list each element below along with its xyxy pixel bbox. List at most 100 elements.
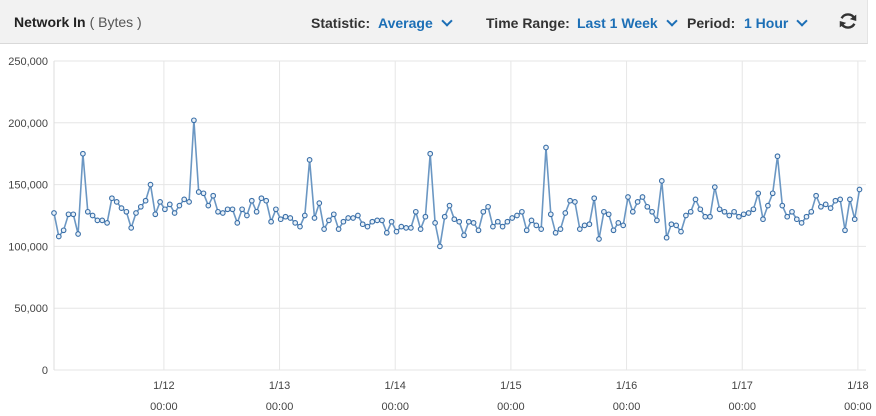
data-point bbox=[403, 225, 409, 231]
data-point bbox=[769, 190, 776, 197]
data-point bbox=[301, 212, 308, 219]
x-tick-date: 1/15 bbox=[500, 380, 521, 392]
data-point bbox=[263, 197, 270, 204]
data-point bbox=[277, 216, 284, 223]
data-point bbox=[615, 220, 622, 226]
metric-name: Network In bbox=[14, 14, 86, 30]
data-point bbox=[509, 215, 516, 221]
data-point bbox=[832, 197, 839, 204]
data-point bbox=[383, 229, 390, 236]
data-point bbox=[109, 195, 115, 202]
data-point bbox=[519, 208, 525, 215]
data-point bbox=[818, 203, 824, 210]
data-point bbox=[229, 206, 236, 213]
data-point bbox=[793, 216, 800, 223]
data-point bbox=[504, 218, 511, 225]
data-point bbox=[499, 223, 506, 230]
data-point bbox=[369, 218, 376, 225]
period-value: 1 Hour bbox=[744, 15, 789, 31]
period-label: Period: bbox=[687, 15, 736, 31]
data-point bbox=[678, 228, 684, 235]
y-tick-label: 100,000 bbox=[8, 241, 48, 253]
data-point bbox=[412, 208, 419, 215]
time-range-value: Last 1 Week bbox=[577, 15, 658, 31]
data-point bbox=[856, 186, 863, 193]
data-point bbox=[292, 220, 299, 226]
data-point bbox=[248, 197, 255, 204]
data-point bbox=[736, 213, 742, 220]
data-point bbox=[316, 200, 323, 206]
data-point bbox=[195, 189, 202, 195]
chevron-down-icon bbox=[441, 15, 453, 27]
statistic-dropdown[interactable]: Average bbox=[378, 15, 453, 31]
data-point bbox=[258, 195, 265, 202]
data-point bbox=[84, 208, 91, 215]
metric-unit: ( Bytes ) bbox=[89, 14, 142, 30]
data-point bbox=[219, 210, 226, 216]
data-point bbox=[581, 222, 588, 229]
data-point bbox=[475, 227, 482, 234]
data-point bbox=[374, 217, 381, 224]
y-tick-label: 200,000 bbox=[8, 118, 48, 130]
x-tick-date: 1/13 bbox=[269, 380, 290, 392]
data-point bbox=[572, 199, 578, 205]
data-point bbox=[191, 117, 197, 124]
data-point bbox=[379, 217, 385, 224]
data-point bbox=[335, 226, 342, 232]
y-tick-label: 0 bbox=[42, 365, 48, 377]
x-tick-date: 1/12 bbox=[153, 380, 174, 392]
data-point bbox=[547, 211, 554, 218]
data-point bbox=[629, 208, 636, 215]
data-point bbox=[538, 226, 545, 232]
y-tick-label: 50,000 bbox=[14, 303, 48, 315]
data-point bbox=[181, 196, 188, 203]
data-point bbox=[239, 206, 245, 213]
data-point bbox=[847, 196, 853, 203]
data-point bbox=[842, 227, 848, 234]
data-point bbox=[388, 218, 395, 225]
data-point bbox=[65, 211, 72, 218]
data-point bbox=[649, 208, 655, 215]
data-point bbox=[398, 223, 405, 230]
data-point bbox=[711, 184, 718, 190]
data-point bbox=[104, 220, 110, 226]
data-point bbox=[364, 223, 371, 230]
data-point bbox=[480, 208, 487, 215]
data-point bbox=[321, 226, 327, 232]
data-point bbox=[210, 192, 217, 199]
data-point bbox=[596, 236, 602, 242]
chart-title: Network In( Bytes ) bbox=[14, 14, 142, 30]
data-point bbox=[851, 216, 858, 223]
data-point bbox=[668, 221, 675, 228]
refresh-icon[interactable] bbox=[836, 10, 860, 32]
data-point bbox=[60, 227, 67, 234]
data-point bbox=[552, 229, 559, 236]
data-point bbox=[567, 197, 573, 204]
data-point bbox=[451, 216, 458, 223]
data-point bbox=[142, 197, 149, 204]
data-point bbox=[760, 216, 766, 223]
data-point bbox=[157, 199, 163, 205]
data-point bbox=[687, 208, 694, 215]
time-range-dropdown[interactable]: Last 1 Week bbox=[577, 15, 678, 31]
data-point bbox=[533, 222, 540, 229]
data-point bbox=[297, 223, 303, 230]
data-point bbox=[118, 205, 125, 211]
data-point bbox=[784, 213, 791, 220]
data-point bbox=[282, 213, 289, 220]
x-tick-date: 1/18 bbox=[847, 380, 868, 392]
chevron-down-icon bbox=[666, 15, 678, 27]
period-dropdown[interactable]: 1 Hour bbox=[744, 15, 809, 31]
data-point bbox=[697, 206, 704, 213]
data-point bbox=[658, 178, 665, 184]
y-tick-label: 150,000 bbox=[8, 180, 48, 192]
data-point bbox=[441, 213, 448, 220]
data-point bbox=[273, 206, 279, 213]
x-tick-time: 00:00 bbox=[613, 401, 641, 413]
x-tick-time: 00:00 bbox=[150, 401, 178, 413]
data-point bbox=[576, 226, 583, 232]
data-point bbox=[432, 220, 438, 226]
data-point bbox=[113, 199, 120, 205]
data-point bbox=[456, 218, 463, 225]
data-point bbox=[639, 194, 646, 200]
